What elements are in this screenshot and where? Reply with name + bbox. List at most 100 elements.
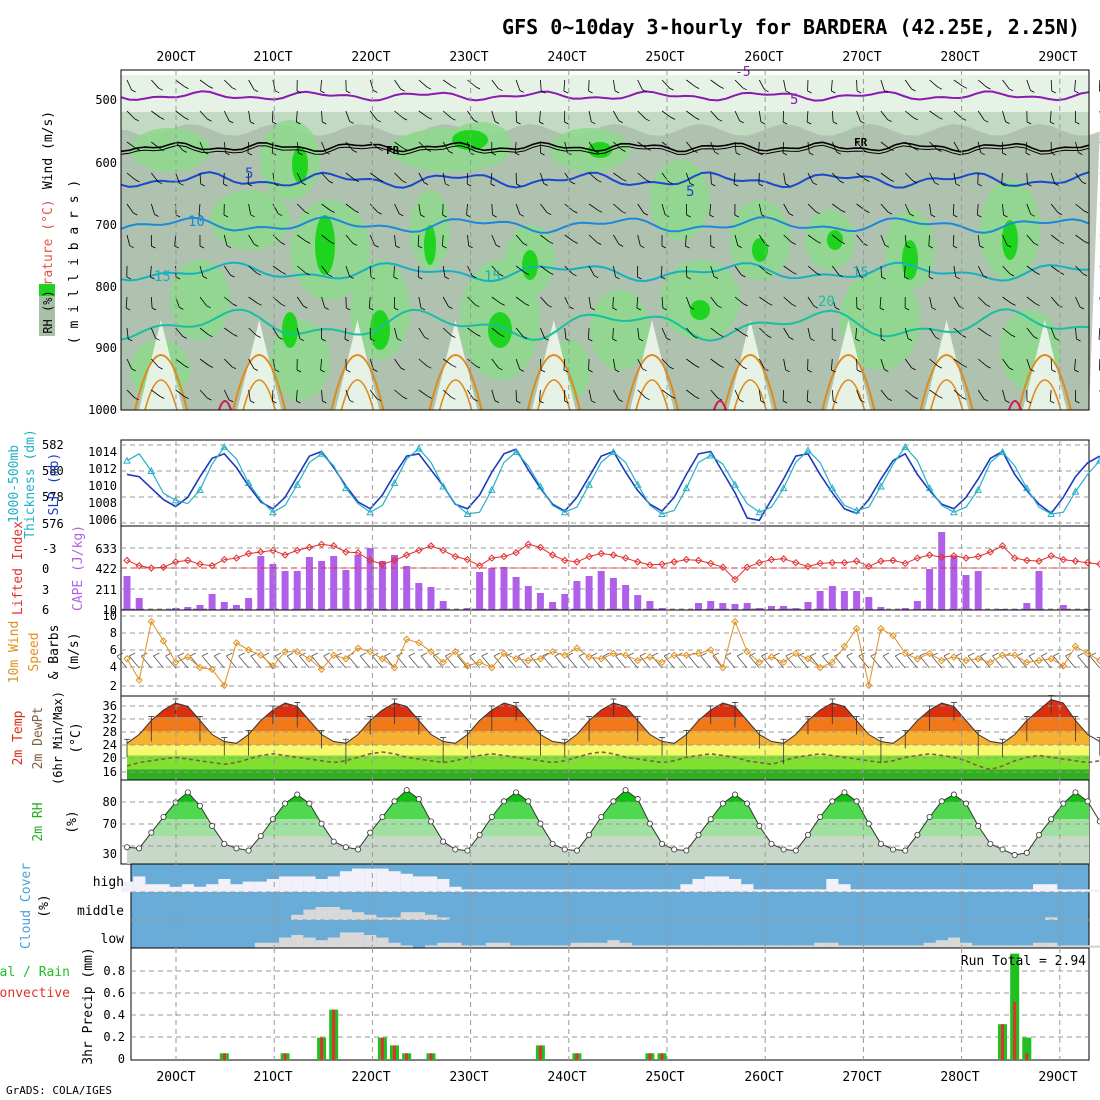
upper-wind-barb xyxy=(613,389,620,400)
upper-wind-barb xyxy=(206,305,211,309)
upper-wind-barb xyxy=(491,327,501,336)
upper-wind-barb xyxy=(977,389,985,400)
upper-wind-barb xyxy=(929,327,936,338)
upper-wind-barb xyxy=(685,296,691,308)
wind-speed-label: Speed xyxy=(27,632,42,671)
upper-wind-barb xyxy=(475,304,480,308)
upper-wind-barb xyxy=(418,79,428,88)
upper-wind-barb xyxy=(378,148,384,152)
wind-barb xyxy=(189,652,197,657)
wind-barb xyxy=(651,655,663,669)
rh-line-marker xyxy=(926,813,933,820)
upper-wind-barb xyxy=(175,172,180,184)
upper-wind-barb xyxy=(296,172,303,184)
rh-line-marker xyxy=(1084,798,1091,805)
upper-wind-barb xyxy=(937,86,943,90)
rh-line-marker xyxy=(683,847,690,854)
wind-barb xyxy=(603,655,614,669)
upper-wind-barb xyxy=(299,338,305,342)
lifted-line-marker xyxy=(220,555,228,564)
cloud-high-bar xyxy=(1093,889,1100,892)
upper-wind-barb xyxy=(1059,241,1065,245)
upper-wind-barb xyxy=(272,389,274,402)
upper-wind-barb xyxy=(588,141,596,152)
wind-unit-label: (m/s) xyxy=(67,632,82,671)
bottom-tick-label: 25OCT xyxy=(645,1070,684,1085)
upper-wind-barb xyxy=(953,79,964,87)
top-tick-label: 28OCT xyxy=(940,50,979,65)
lifted-line-marker xyxy=(755,558,764,567)
upper-wind-barb xyxy=(345,172,355,180)
temp-line xyxy=(126,698,1100,744)
upper-wind-barb xyxy=(306,241,311,244)
upper-wind-barb xyxy=(928,245,933,249)
contour-label: FR xyxy=(854,136,868,149)
upper-wind-barb xyxy=(782,141,785,154)
rh-tick: 70 xyxy=(103,817,117,831)
upper-wind-barb xyxy=(904,203,911,215)
cloud-high-bar xyxy=(449,886,462,892)
upper-wind-barb xyxy=(539,110,541,123)
upper-wind-barb xyxy=(500,303,505,306)
cape-bar xyxy=(901,608,909,610)
upper-wind-barb xyxy=(1026,265,1036,273)
cloud-low-bar xyxy=(327,937,340,948)
cloud-low-bar xyxy=(935,940,948,948)
wind-speed-line-marker xyxy=(974,655,982,663)
upper-wind-barb xyxy=(253,368,259,371)
upper-wind-barb xyxy=(783,172,786,184)
cape-bar xyxy=(476,572,484,610)
upper-wind-barb xyxy=(709,214,714,218)
upper-wind-barb xyxy=(248,234,255,245)
lifted-line-marker xyxy=(330,542,338,550)
cape-bar xyxy=(768,606,775,610)
upper-wind-barb xyxy=(397,338,402,342)
wind-barb xyxy=(785,655,797,669)
upper-wind-barb xyxy=(135,179,140,183)
upper-wind-barb xyxy=(442,214,447,218)
cloud-low-bar xyxy=(680,945,693,948)
lifted-line-marker xyxy=(378,560,387,568)
upper-wind-barb xyxy=(515,234,524,244)
upper-wind-barb xyxy=(904,389,915,398)
bottom-tick-label: 29OCT xyxy=(1038,1070,1077,1085)
upper-wind-barb xyxy=(613,110,620,121)
wind-barb xyxy=(870,655,882,669)
upper-wind-barb xyxy=(564,234,574,242)
upper-wind-barb xyxy=(734,141,737,153)
upper-wind-barb xyxy=(369,203,378,213)
cloud-low-bar xyxy=(984,945,997,948)
cloud-high-bar xyxy=(972,889,985,892)
upper-wind-barb xyxy=(977,327,988,335)
upper-wind-barb xyxy=(393,265,395,278)
upper-wind-barb xyxy=(368,296,371,309)
upper-wind-barb xyxy=(150,296,153,309)
upper-wind-barb xyxy=(587,327,590,340)
lifted-line-marker xyxy=(658,560,666,568)
cloud-high-bar xyxy=(157,884,170,892)
precip-total-label: Total / Rain xyxy=(0,965,70,980)
cape-bar xyxy=(561,594,569,610)
wind-speed-line-marker xyxy=(621,651,630,659)
wind-axis-label: Wind (m/s) xyxy=(41,111,56,189)
lifted-line-marker xyxy=(877,557,885,565)
cloud-low-bar xyxy=(631,945,644,948)
wind-speed-line-marker xyxy=(475,658,484,667)
upper-wind-barb xyxy=(758,141,760,154)
wind-barb xyxy=(615,655,626,669)
upper-wind-barb xyxy=(693,150,698,153)
rh-line-marker xyxy=(756,822,763,829)
cloud-low-bar xyxy=(899,945,912,948)
upper-wind-barb xyxy=(1050,172,1055,184)
upper-wind-barb xyxy=(1002,234,1008,246)
contour-label: FR xyxy=(386,144,400,157)
wind-barb xyxy=(967,655,979,669)
cloud-high-bar xyxy=(716,876,729,892)
wind-speed-line-marker xyxy=(342,655,350,663)
upper-wind-barb xyxy=(710,110,719,120)
wind-barb xyxy=(213,655,225,669)
slp-line-marker xyxy=(779,484,788,492)
upper-wind-barb xyxy=(403,148,408,151)
upper-wind-barb xyxy=(354,179,359,182)
bottom-tick-label: 27OCT xyxy=(842,1070,881,1085)
